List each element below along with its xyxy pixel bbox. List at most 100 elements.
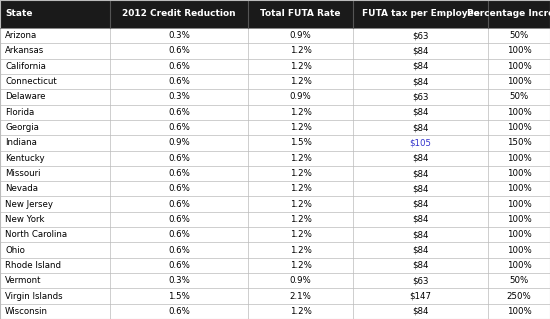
Text: 1.2%: 1.2% <box>289 108 311 117</box>
Text: 0.9%: 0.9% <box>290 31 311 40</box>
Text: 0.3%: 0.3% <box>168 276 190 285</box>
Text: 0.3%: 0.3% <box>168 93 190 101</box>
Text: Total FUTA Rate: Total FUTA Rate <box>260 10 341 19</box>
Text: $84: $84 <box>412 246 429 255</box>
Bar <box>0 197 550 212</box>
Text: 1.2%: 1.2% <box>289 261 311 270</box>
Text: New York: New York <box>5 215 45 224</box>
Text: 0.6%: 0.6% <box>168 47 190 56</box>
Bar <box>0 304 550 319</box>
Text: $84: $84 <box>412 47 429 56</box>
Text: $147: $147 <box>410 292 432 300</box>
Text: Nevada: Nevada <box>5 184 38 193</box>
Text: 150%: 150% <box>507 138 531 147</box>
Bar <box>0 135 550 151</box>
Text: $84: $84 <box>412 123 429 132</box>
Text: 1.2%: 1.2% <box>289 230 311 239</box>
Text: Kentucky: Kentucky <box>5 154 45 163</box>
Text: 1.2%: 1.2% <box>289 246 311 255</box>
Text: 100%: 100% <box>507 230 531 239</box>
Text: Arkansas: Arkansas <box>5 47 44 56</box>
Text: Virgin Islands: Virgin Islands <box>5 292 63 300</box>
Text: Florida: Florida <box>5 108 34 117</box>
Text: 1.5%: 1.5% <box>289 138 311 147</box>
Bar <box>0 288 550 304</box>
Text: Connecticut: Connecticut <box>5 77 57 86</box>
Text: 100%: 100% <box>507 246 531 255</box>
Text: 0.3%: 0.3% <box>168 31 190 40</box>
Text: 250%: 250% <box>507 292 531 300</box>
Text: 100%: 100% <box>507 108 531 117</box>
Text: 0.6%: 0.6% <box>168 123 190 132</box>
Text: 0.6%: 0.6% <box>168 154 190 163</box>
Text: $84: $84 <box>412 108 429 117</box>
Text: $63: $63 <box>412 93 429 101</box>
Bar <box>0 227 550 242</box>
Text: 100%: 100% <box>507 184 531 193</box>
Text: 0.6%: 0.6% <box>168 108 190 117</box>
Text: $84: $84 <box>412 215 429 224</box>
Text: 100%: 100% <box>507 154 531 163</box>
Text: 1.2%: 1.2% <box>289 77 311 86</box>
Text: 1.2%: 1.2% <box>289 47 311 56</box>
Text: Rhode Island: Rhode Island <box>5 261 61 270</box>
Text: Ohio: Ohio <box>5 246 25 255</box>
Text: 0.6%: 0.6% <box>168 184 190 193</box>
Text: Missouri: Missouri <box>5 169 41 178</box>
Text: 100%: 100% <box>507 307 531 316</box>
Text: 0.9%: 0.9% <box>168 138 190 147</box>
Text: 50%: 50% <box>509 93 529 101</box>
Text: 50%: 50% <box>509 276 529 285</box>
Text: Percentage Increase: Percentage Increase <box>466 10 550 19</box>
Text: 1.2%: 1.2% <box>289 215 311 224</box>
Bar <box>0 89 550 105</box>
Bar <box>0 258 550 273</box>
Text: Indiana: Indiana <box>5 138 37 147</box>
Text: North Carolina: North Carolina <box>5 230 67 239</box>
Text: 1.2%: 1.2% <box>289 200 311 209</box>
Text: Georgia: Georgia <box>5 123 39 132</box>
Text: 0.6%: 0.6% <box>168 246 190 255</box>
Text: $84: $84 <box>412 200 429 209</box>
Text: $63: $63 <box>412 31 429 40</box>
Text: 0.9%: 0.9% <box>290 93 311 101</box>
Bar <box>0 212 550 227</box>
Text: Vermont: Vermont <box>5 276 41 285</box>
Bar <box>0 181 550 197</box>
Text: 1.2%: 1.2% <box>289 169 311 178</box>
Text: 0.6%: 0.6% <box>168 215 190 224</box>
Text: 0.6%: 0.6% <box>168 307 190 316</box>
Text: 1.2%: 1.2% <box>289 62 311 71</box>
Text: FUTA tax per Employee: FUTA tax per Employee <box>361 10 480 19</box>
Text: 0.6%: 0.6% <box>168 77 190 86</box>
Bar <box>0 0 550 28</box>
Text: 2012 Credit Reduction: 2012 Credit Reduction <box>122 10 236 19</box>
Text: 100%: 100% <box>507 47 531 56</box>
Text: $84: $84 <box>412 307 429 316</box>
Bar <box>0 273 550 288</box>
Bar <box>0 59 550 74</box>
Text: 100%: 100% <box>507 77 531 86</box>
Text: 1.2%: 1.2% <box>289 123 311 132</box>
Text: 100%: 100% <box>507 169 531 178</box>
Text: $84: $84 <box>412 154 429 163</box>
Text: Wisconsin: Wisconsin <box>5 307 48 316</box>
Text: $105: $105 <box>410 138 432 147</box>
Text: $84: $84 <box>412 62 429 71</box>
Bar <box>0 105 550 120</box>
Text: 0.6%: 0.6% <box>168 169 190 178</box>
Text: 1.2%: 1.2% <box>289 184 311 193</box>
Bar <box>0 43 550 59</box>
Text: New Jersey: New Jersey <box>5 200 53 209</box>
Text: 0.6%: 0.6% <box>168 230 190 239</box>
Bar <box>0 74 550 89</box>
Text: $84: $84 <box>412 184 429 193</box>
Text: 50%: 50% <box>509 31 529 40</box>
Text: $63: $63 <box>412 276 429 285</box>
Text: 0.6%: 0.6% <box>168 200 190 209</box>
Text: 1.5%: 1.5% <box>168 292 190 300</box>
Text: Arizona: Arizona <box>5 31 37 40</box>
Text: 100%: 100% <box>507 215 531 224</box>
Text: $84: $84 <box>412 77 429 86</box>
Text: 0.6%: 0.6% <box>168 62 190 71</box>
